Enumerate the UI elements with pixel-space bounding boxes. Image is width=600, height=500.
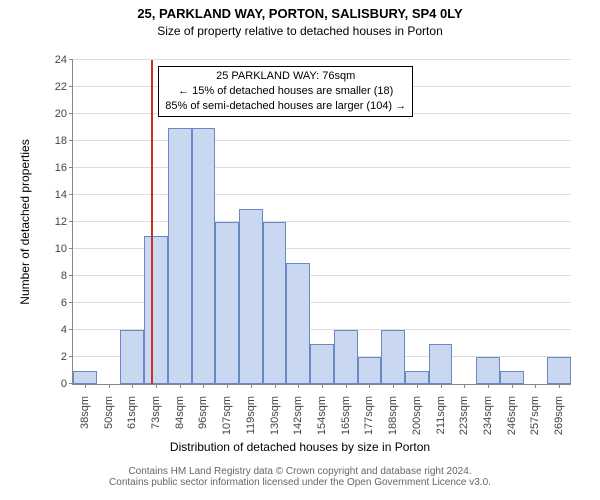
annotation-line3: 85% of semi-detached houses are larger (…: [165, 99, 406, 114]
chart-container: { "title": "25, PARKLAND WAY, PORTON, SA…: [0, 0, 600, 500]
histogram-bar: [215, 222, 239, 384]
histogram-bar: [310, 344, 334, 385]
x-tick-label: 84sqm: [174, 390, 186, 429]
x-tick-mark: [488, 384, 489, 388]
x-tick-label: 130sqm: [269, 390, 281, 435]
gridline: [73, 194, 571, 195]
chart-subtitle: Size of property relative to detached ho…: [0, 24, 600, 38]
x-tick-mark: [251, 384, 252, 388]
x-tick-label: 96sqm: [197, 390, 209, 429]
x-tick-mark: [464, 384, 465, 388]
y-tick-label: 12: [55, 216, 73, 228]
x-tick-mark: [441, 384, 442, 388]
histogram-bar: [263, 222, 287, 384]
x-tick-label: 38sqm: [79, 390, 91, 429]
histogram-bar: [239, 209, 263, 385]
x-tick-label: 188sqm: [387, 390, 399, 435]
x-tick-label: 73sqm: [150, 390, 162, 429]
histogram-bar: [476, 357, 500, 384]
y-tick-label: 18: [55, 135, 73, 147]
x-tick-mark: [369, 384, 370, 388]
y-tick-label: 20: [55, 108, 73, 120]
x-tick-label: 257sqm: [529, 390, 541, 435]
histogram-bar: [500, 371, 524, 385]
histogram-bar: [405, 371, 429, 385]
y-axis-label: Number of detached properties: [18, 60, 32, 384]
histogram-bar: [429, 344, 453, 385]
x-tick-mark: [85, 384, 86, 388]
x-tick-mark: [417, 384, 418, 388]
gridline: [73, 59, 571, 60]
x-tick-label: 142sqm: [292, 390, 304, 435]
x-tick-label: 165sqm: [340, 390, 352, 435]
y-tick-label: 24: [55, 54, 73, 66]
histogram-bar: [144, 236, 168, 385]
y-tick-label: 14: [55, 189, 73, 201]
x-tick-label: 61sqm: [126, 390, 138, 429]
x-tick-label: 234sqm: [482, 390, 494, 435]
x-axis-label: Distribution of detached houses by size …: [0, 440, 600, 454]
x-tick-mark: [512, 384, 513, 388]
y-tick-label: 22: [55, 81, 73, 93]
x-tick-mark: [559, 384, 560, 388]
x-tick-mark: [346, 384, 347, 388]
annotation-line2: ← 15% of detached houses are smaller (18…: [165, 84, 406, 99]
histogram-bar: [547, 357, 571, 384]
histogram-bar: [73, 371, 97, 385]
annotation-line1: 25 PARKLAND WAY: 76sqm: [165, 69, 406, 84]
x-tick-mark: [535, 384, 536, 388]
histogram-bar: [358, 357, 382, 384]
x-tick-mark: [227, 384, 228, 388]
y-tick-label: 2: [61, 351, 73, 363]
histogram-bar: [192, 128, 216, 385]
x-tick-mark: [109, 384, 110, 388]
y-tick-label: 4: [61, 324, 73, 336]
annotation-box: 25 PARKLAND WAY: 76sqm ← 15% of detached…: [158, 66, 413, 117]
gridline: [73, 167, 571, 168]
x-tick-label: 107sqm: [221, 390, 233, 435]
histogram-bar: [286, 263, 310, 385]
x-tick-label: 50sqm: [103, 390, 115, 429]
reference-line: [151, 60, 153, 384]
x-tick-mark: [156, 384, 157, 388]
y-tick-label: 8: [61, 270, 73, 282]
gridline: [73, 140, 571, 141]
chart-title: 25, PARKLAND WAY, PORTON, SALISBURY, SP4…: [0, 6, 600, 21]
y-tick-label: 0: [61, 378, 73, 390]
histogram-bar: [381, 330, 405, 384]
y-tick-label: 16: [55, 162, 73, 174]
x-tick-label: 119sqm: [245, 390, 257, 434]
histogram-bar: [334, 330, 358, 384]
x-tick-mark: [298, 384, 299, 388]
x-tick-mark: [393, 384, 394, 388]
gridline: [73, 221, 571, 222]
y-tick-label: 6: [61, 297, 73, 309]
x-tick-mark: [322, 384, 323, 388]
x-tick-label: 211sqm: [435, 390, 447, 434]
histogram-bar: [120, 330, 144, 384]
x-tick-label: 223sqm: [458, 390, 470, 435]
x-tick-label: 246sqm: [506, 390, 518, 435]
x-tick-mark: [180, 384, 181, 388]
x-tick-mark: [275, 384, 276, 388]
histogram-bar: [168, 128, 192, 385]
x-tick-mark: [132, 384, 133, 388]
x-tick-label: 177sqm: [363, 390, 375, 435]
x-tick-label: 200sqm: [411, 390, 423, 435]
footer-text: Contains HM Land Registry data © Crown c…: [0, 466, 600, 488]
x-tick-mark: [203, 384, 204, 388]
x-tick-label: 269sqm: [553, 390, 565, 435]
y-tick-label: 10: [55, 243, 73, 255]
x-tick-label: 154sqm: [316, 390, 328, 435]
